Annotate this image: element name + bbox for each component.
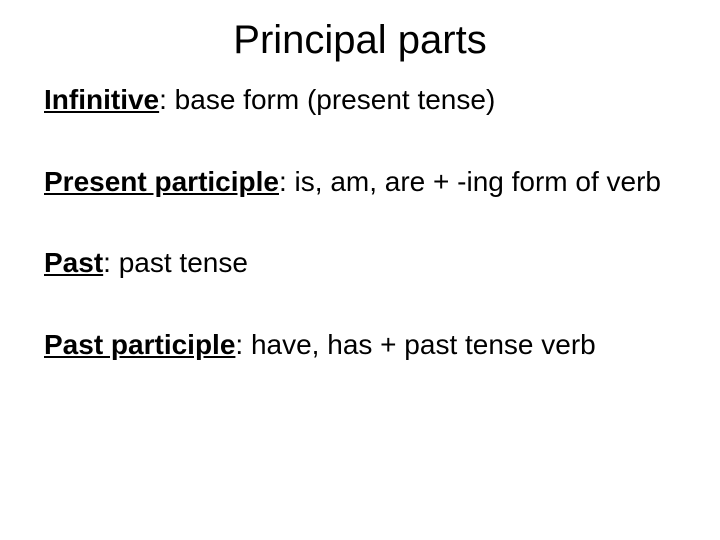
- term-label: Present participle: [44, 166, 279, 197]
- definition-item: Past: past tense: [62, 246, 680, 280]
- term-label: Infinitive: [44, 84, 159, 115]
- definition-item: Past participle: have, has + past tense …: [62, 328, 680, 362]
- term-definition: : past tense: [103, 247, 248, 278]
- slide: Principal parts Infinitive: base form (p…: [0, 0, 720, 540]
- term-definition: : base form (present tense): [159, 84, 495, 115]
- definition-item: Present participle: is, am, are + -ing f…: [62, 165, 680, 199]
- definition-item: Infinitive: base form (present tense): [62, 83, 680, 117]
- slide-title: Principal parts: [40, 18, 680, 63]
- term-label: Past participle: [44, 329, 235, 360]
- term-label: Past: [44, 247, 103, 278]
- term-definition: : have, has + past tense verb: [235, 329, 595, 360]
- term-definition: : is, am, are + -ing form of verb: [279, 166, 661, 197]
